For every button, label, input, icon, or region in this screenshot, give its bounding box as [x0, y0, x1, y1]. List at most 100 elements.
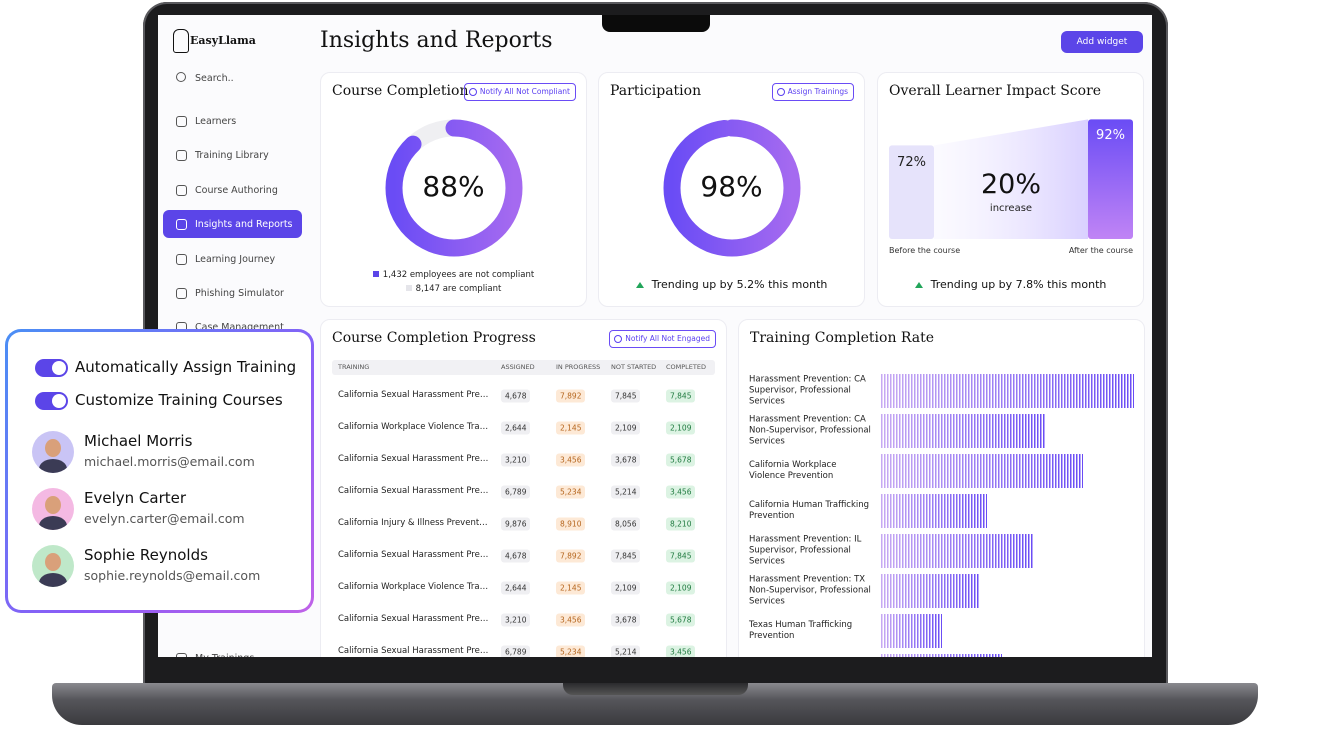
count-pill: 4,678 — [501, 389, 531, 403]
training-name: California Sexual Harassment Prevention — [338, 550, 490, 560]
nav-icon — [176, 254, 187, 265]
nav-item[interactable]: Case Management — [195, 322, 284, 333]
card-title: Participation — [610, 83, 702, 99]
screen: EasyLlama Search.. Learners Training Libr… — [158, 15, 1152, 657]
add-widget-button[interactable]: Add widget — [1061, 31, 1143, 53]
count-pill: 7,892 — [556, 389, 586, 403]
nav-item[interactable]: Insights and Reports — [195, 219, 293, 230]
count-pill: 2,109 — [611, 421, 641, 435]
legend-item: 8,147 are compliant — [321, 284, 586, 294]
count-pill: 2,109 — [666, 581, 696, 595]
count-pill: 4,678 — [501, 549, 531, 563]
nav-item[interactable]: Learning Journey — [195, 254, 276, 265]
bar — [881, 454, 1084, 488]
donut-label: 88% — [422, 170, 485, 203]
column-header: COMPLETED — [666, 363, 706, 371]
notify-button[interactable]: Notify All Not Engaged — [609, 330, 716, 348]
count-pill: 3,456 — [556, 613, 586, 627]
count-pill: 7,845 — [611, 389, 641, 403]
increase-value: 20% — [980, 169, 1041, 200]
user-name: Michael Morris — [84, 432, 193, 450]
user-name: Evelyn Carter — [84, 489, 187, 507]
legend-item: 1,432 employees are not compliant — [321, 270, 586, 280]
bar — [881, 614, 942, 648]
count-pill: 3,210 — [501, 453, 531, 467]
count-pill: 5,214 — [611, 645, 641, 657]
count-pill: 7,845 — [666, 389, 696, 403]
count-pill: 9,876 — [501, 517, 531, 531]
count-pill: 8,910 — [556, 517, 586, 531]
before-label: Before the course — [889, 246, 961, 255]
training-name: California Workplace Violence Training — [338, 422, 490, 432]
bar-label: Harassment Prevention: TX Non-Supervisor… — [749, 574, 871, 607]
count-pill: 5,234 — [556, 645, 586, 657]
training-name: California Injury & Illness Prevention — [338, 518, 490, 528]
count-pill: 7,845 — [666, 549, 696, 563]
bar-label: California Human Trafficking Prevention — [749, 500, 870, 521]
training-name: California Sexual Harassment Prevention — [338, 454, 490, 464]
notify-button[interactable]: Notify All Not Compliant — [463, 83, 576, 101]
count-pill: 5,214 — [611, 485, 641, 499]
impact-shape — [889, 119, 1133, 239]
count-pill: 5,234 — [556, 485, 586, 499]
nav-icon — [176, 219, 187, 230]
assign-button[interactable]: Assign Trainings — [771, 83, 854, 101]
avatar-body — [39, 516, 67, 530]
user-email: sophie.reynolds@email.com — [84, 568, 261, 583]
assign-card: Automatically Assign Training Customize T… — [5, 329, 314, 613]
count-pill: 7,845 — [611, 549, 641, 563]
bar-label: Texas Human Trafficking Prevention — [749, 620, 853, 641]
bar — [881, 374, 1134, 408]
count-pill: 2,145 — [556, 421, 586, 435]
card-title: Course Completion — [332, 83, 469, 99]
count-pill: 2,145 — [556, 581, 586, 595]
search[interactable]: Search.. — [195, 73, 234, 84]
count-pill: 6,789 — [501, 485, 531, 499]
nav-item[interactable]: Training Library — [195, 150, 269, 161]
card-title: Training Completion Rate — [750, 330, 935, 346]
nav-item[interactable]: Course Authoring — [195, 185, 278, 196]
count-pill: 2,109 — [666, 421, 696, 435]
training-name: California Sexual Harassment Prevention — [338, 614, 490, 624]
toggle[interactable] — [35, 392, 68, 410]
nav-item[interactable]: Learners — [195, 116, 237, 127]
bar — [881, 574, 980, 608]
training-name: California Sexual Harassment Prevention — [338, 646, 490, 656]
course-completion-card: Course Completion Notify All Not Complia… — [320, 72, 587, 307]
bar-label: Harassment Prevention: IL Supervisor, Pr… — [749, 534, 862, 567]
trend: Trending up by 5.2% this month — [599, 278, 864, 291]
column-header: NOT STARTED — [611, 363, 657, 371]
column-header: TRAINING — [338, 363, 370, 371]
progress-card: Course Completion Progress Notify All No… — [320, 319, 727, 657]
toggle-label: Customize Training Courses — [75, 391, 283, 409]
avatar-head — [45, 553, 61, 571]
avatar-head — [45, 496, 61, 514]
training-name: California Workplace Violence Training — [338, 582, 490, 592]
before-value: 72% — [897, 155, 926, 171]
count-pill: 5,678 — [666, 453, 696, 467]
legend-text: 1,432 employees are not compliant — [382, 270, 535, 280]
count-pill: 3,456 — [666, 485, 696, 499]
nav-icon — [176, 150, 187, 161]
count-pill: 3,456 — [556, 453, 586, 467]
nav-item[interactable]: My Trainings — [195, 653, 254, 657]
nav-item[interactable]: Phishing Simulator — [195, 288, 284, 299]
column-header: IN PROGRESS — [556, 363, 601, 371]
toggle[interactable] — [35, 359, 68, 377]
logo-icon — [173, 29, 189, 53]
before-bar — [889, 145, 934, 239]
bar — [881, 494, 988, 528]
donut-arc — [385, 119, 523, 257]
user-email: michael.morris@email.com — [84, 454, 255, 469]
legend-text: 8,147 are compliant — [415, 284, 502, 294]
user-name: Sophie Reynolds — [84, 546, 208, 564]
card-title: Course Completion Progress — [332, 330, 536, 346]
nav-icon — [176, 116, 187, 127]
count-pill: 2,644 — [501, 581, 531, 595]
training-name: California Sexual Harassment Prevention — [338, 390, 490, 400]
count-pill: 6,789 — [501, 645, 531, 657]
user-email: evelyn.carter@email.com — [84, 511, 245, 526]
trend: Trending up by 7.8% this month — [878, 278, 1143, 291]
bar-label: California Workplace Violence Prevention — [749, 460, 837, 481]
